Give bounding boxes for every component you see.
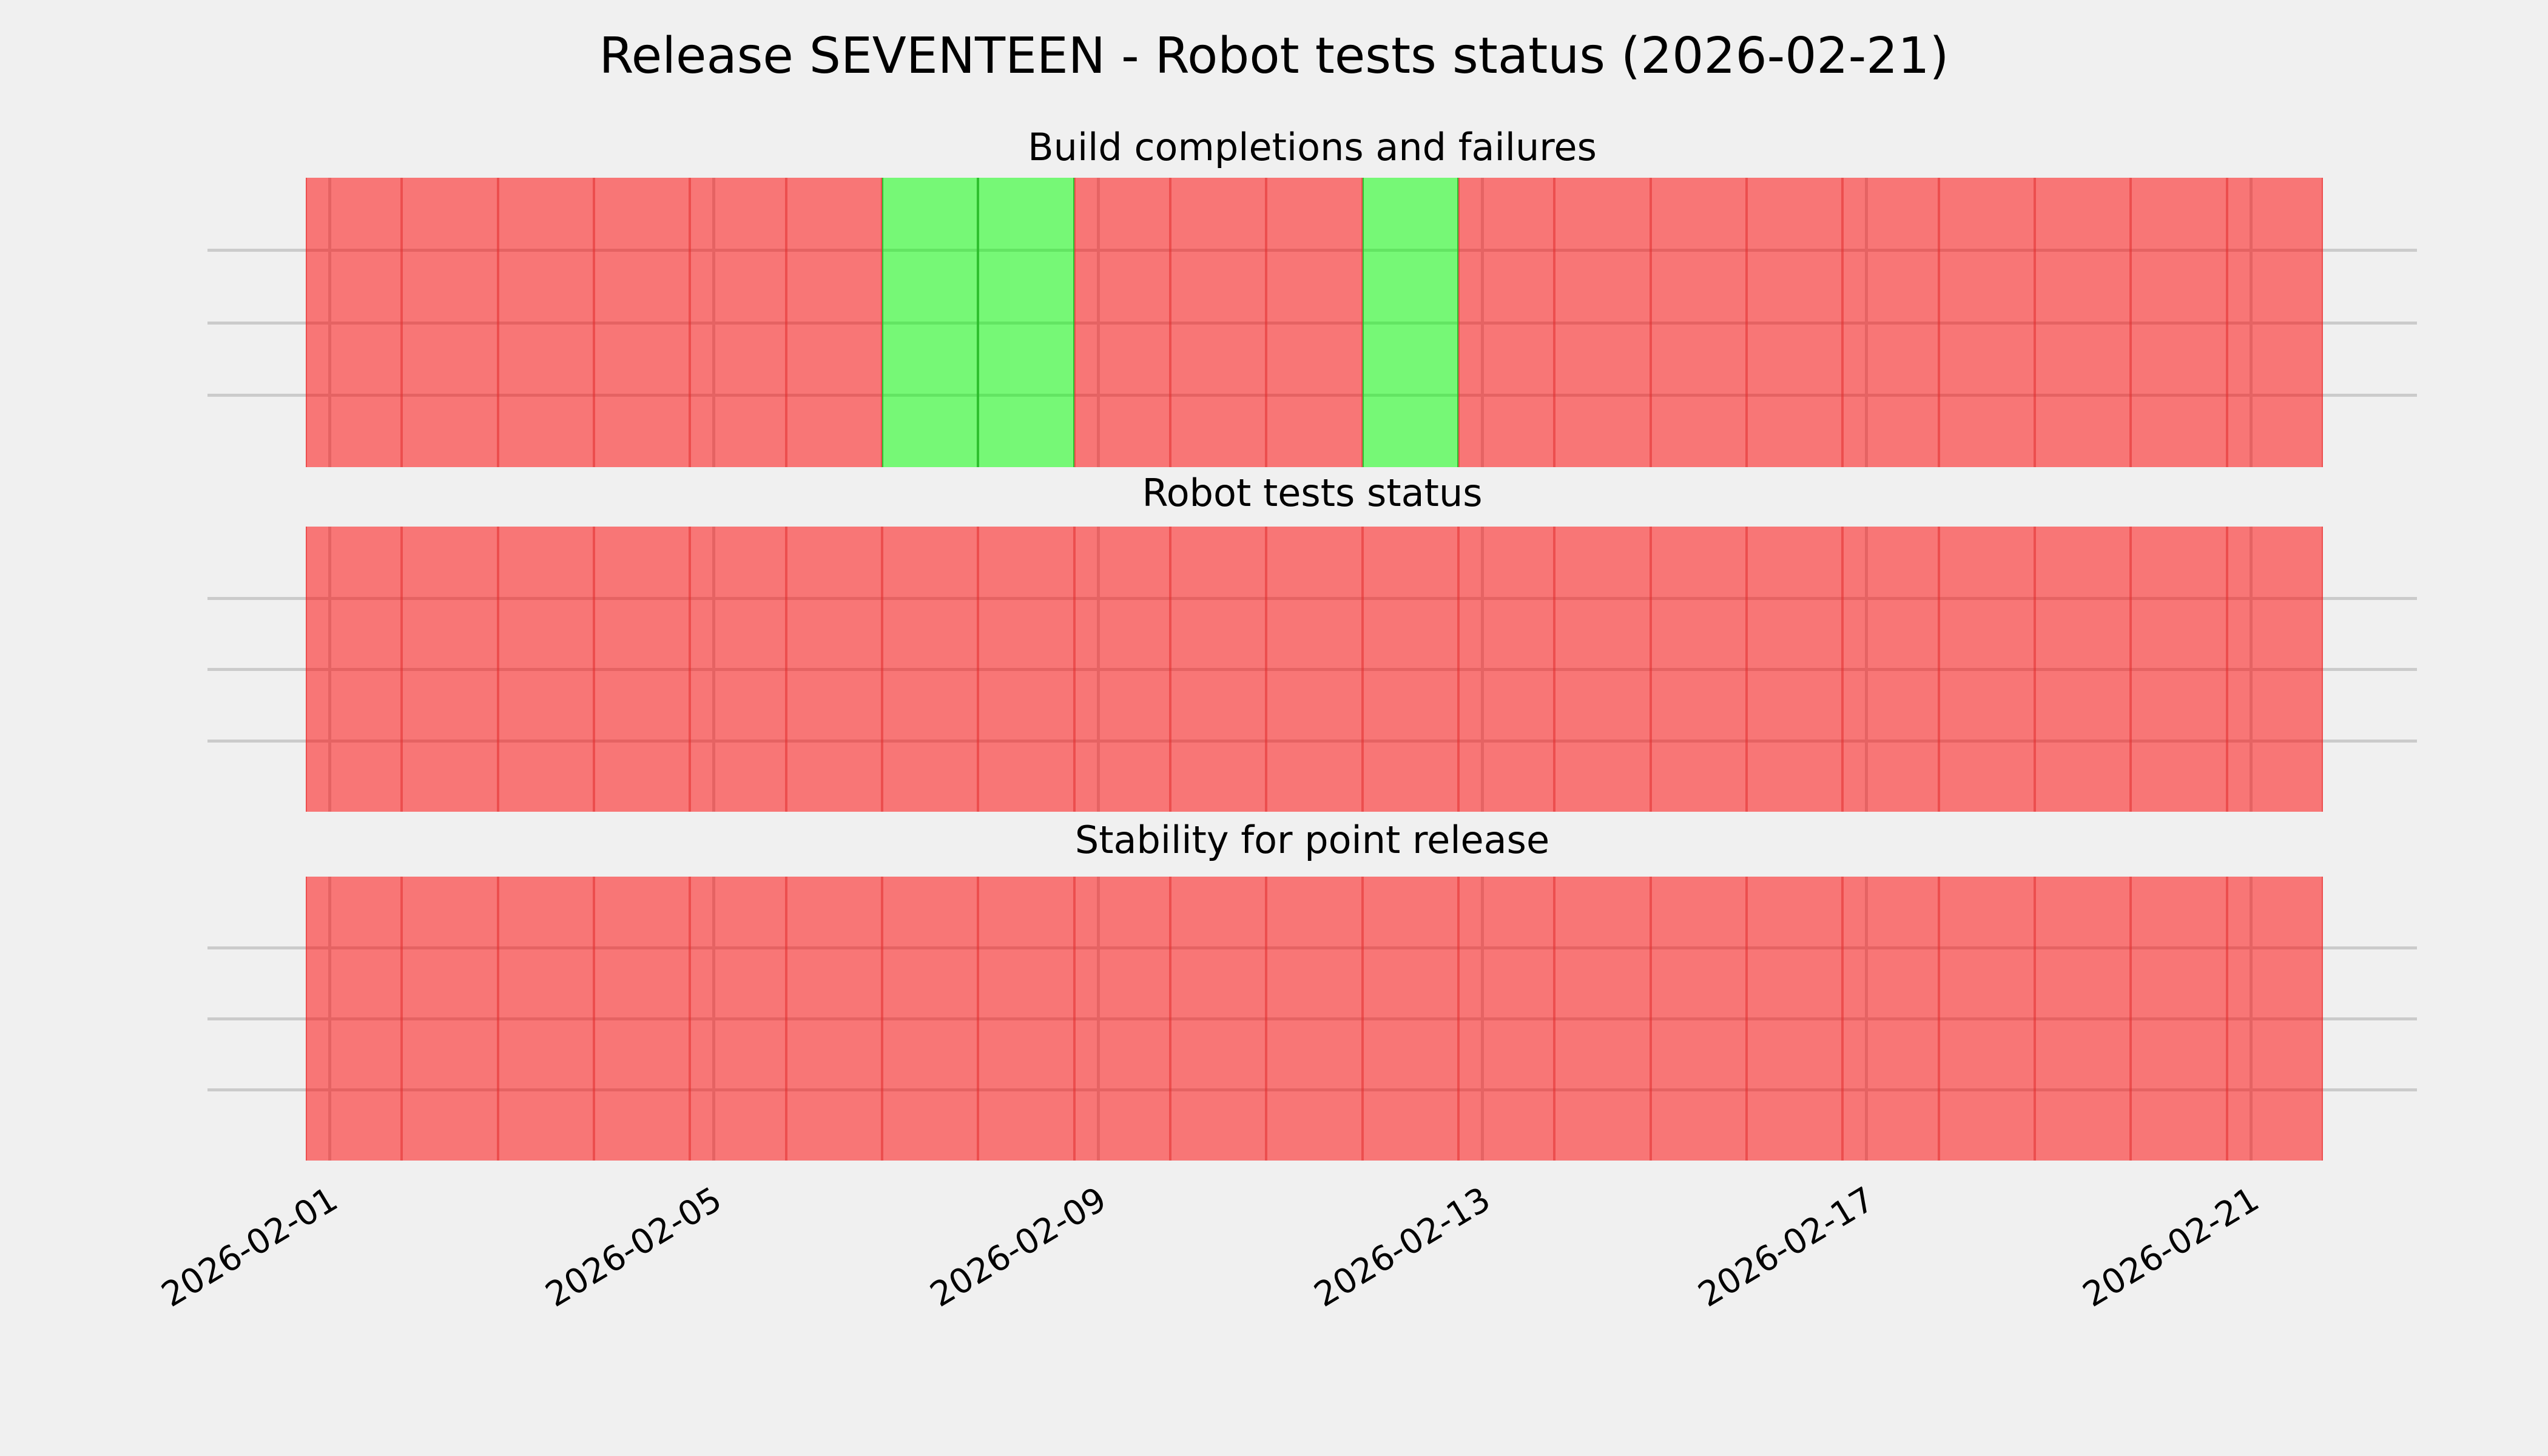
- bar-2026-02-07-fail: [881, 877, 979, 1161]
- bar-2026-02-04-fail: [593, 877, 690, 1161]
- bar-2026-02-01-fail: [306, 877, 402, 1161]
- bar-2026-02-04-fail: [593, 527, 690, 812]
- bar-2026-02-05-fail: [690, 178, 786, 467]
- bar-2026-02-20-fail: [2131, 877, 2227, 1161]
- bar-2026-02-16-fail: [1746, 527, 1843, 812]
- bar-2026-02-09-fail: [1074, 178, 1170, 467]
- bars-row: [306, 527, 2323, 812]
- bar-2026-02-15-fail: [1650, 527, 1747, 812]
- bar-2026-02-01-fail: [306, 527, 402, 812]
- bars-row: [306, 877, 2323, 1161]
- bar-2026-02-14-fail: [1554, 877, 1651, 1161]
- bar-2026-02-14-fail: [1554, 527, 1651, 812]
- x-tick-label: 2026-02-05: [539, 1179, 729, 1315]
- bar-2026-02-11-fail: [1266, 877, 1363, 1161]
- bar-2026-02-09-fail: [1074, 877, 1170, 1161]
- subplot-1-axes: [207, 178, 2417, 467]
- bar-2026-02-20-fail: [2131, 178, 2227, 467]
- bar-2026-02-18-fail: [1938, 178, 2035, 467]
- bar-2026-02-05-fail: [690, 527, 786, 812]
- bar-2026-02-12-pass: [1362, 178, 1458, 467]
- bar-2026-02-06-fail: [786, 527, 882, 812]
- bar-2026-02-10-fail: [1170, 877, 1267, 1161]
- subplot-2-axes: [207, 527, 2417, 812]
- bar-2026-02-02-fail: [402, 527, 498, 812]
- chart-area: Build completions and failures Robot tes…: [155, 0, 2417, 1456]
- bar-2026-02-03-fail: [497, 877, 594, 1161]
- bar-2026-02-07-pass: [881, 178, 979, 467]
- bar-2026-02-21-fail: [2226, 178, 2323, 467]
- bar-2026-02-08-fail: [978, 527, 1074, 812]
- bar-2026-02-19-fail: [2034, 178, 2131, 467]
- bar-2026-02-10-fail: [1170, 527, 1267, 812]
- bar-2026-02-06-fail: [786, 178, 882, 467]
- bar-2026-02-11-fail: [1266, 178, 1363, 467]
- bar-2026-02-18-fail: [1938, 877, 2035, 1161]
- bars-row: [306, 178, 2323, 467]
- bar-2026-02-12-fail: [1362, 877, 1458, 1161]
- bar-2026-02-04-fail: [593, 178, 690, 467]
- bar-2026-02-03-fail: [497, 178, 594, 467]
- bar-2026-02-06-fail: [786, 877, 882, 1161]
- bar-2026-02-19-fail: [2034, 877, 2131, 1161]
- x-tick-label: 2026-02-13: [1307, 1179, 1498, 1315]
- bar-2026-02-19-fail: [2034, 527, 2131, 812]
- bar-2026-02-07-fail: [881, 527, 979, 812]
- bar-2026-02-13-fail: [1458, 527, 1555, 812]
- bar-2026-02-12-fail: [1362, 527, 1458, 812]
- bar-2026-02-09-fail: [1074, 527, 1170, 812]
- x-tick-label: 2026-02-21: [2076, 1179, 2266, 1315]
- subplot-1-title: Build completions and failures: [1028, 125, 1597, 169]
- bar-2026-02-17-fail: [1842, 877, 1939, 1161]
- bar-2026-02-17-fail: [1842, 178, 1939, 467]
- bar-2026-02-15-fail: [1650, 877, 1747, 1161]
- bar-2026-02-05-fail: [690, 877, 786, 1161]
- bar-2026-02-03-fail: [497, 527, 594, 812]
- x-tick-label: 2026-02-01: [155, 1179, 345, 1315]
- bar-2026-02-20-fail: [2131, 527, 2227, 812]
- bar-2026-02-21-fail: [2226, 527, 2323, 812]
- bar-2026-02-11-fail: [1266, 527, 1363, 812]
- bar-2026-02-16-fail: [1746, 178, 1843, 467]
- bar-2026-02-08-pass: [978, 178, 1074, 467]
- x-tick-label: 2026-02-09: [923, 1179, 1113, 1315]
- bar-2026-02-13-fail: [1458, 178, 1555, 467]
- bar-2026-02-17-fail: [1842, 527, 1939, 812]
- subplot-3-title: Stability for point release: [1074, 818, 1550, 862]
- subplot-3-axes: [207, 877, 2417, 1161]
- bar-2026-02-01-fail: [306, 178, 402, 467]
- bar-2026-02-18-fail: [1938, 527, 2035, 812]
- bar-2026-02-21-fail: [2226, 877, 2323, 1161]
- bar-2026-02-13-fail: [1458, 877, 1555, 1161]
- bar-2026-02-08-fail: [978, 877, 1074, 1161]
- bar-2026-02-15-fail: [1650, 178, 1747, 467]
- figure-title: Release SEVENTEEN - Robot tests status (…: [599, 27, 1949, 85]
- bar-2026-02-14-fail: [1554, 178, 1651, 467]
- x-tick-label: 2026-02-17: [1691, 1179, 1882, 1315]
- bar-2026-02-16-fail: [1746, 877, 1843, 1161]
- bar-2026-02-02-fail: [402, 877, 498, 1161]
- bar-2026-02-10-fail: [1170, 178, 1267, 467]
- subplot-2-title: Robot tests status: [1142, 471, 1483, 515]
- bar-2026-02-02-fail: [402, 178, 498, 467]
- x-axis-tick-labels: 2026-02-01 2026-02-05 2026-02-09 2026-02-13…: [155, 1177, 2417, 1335]
